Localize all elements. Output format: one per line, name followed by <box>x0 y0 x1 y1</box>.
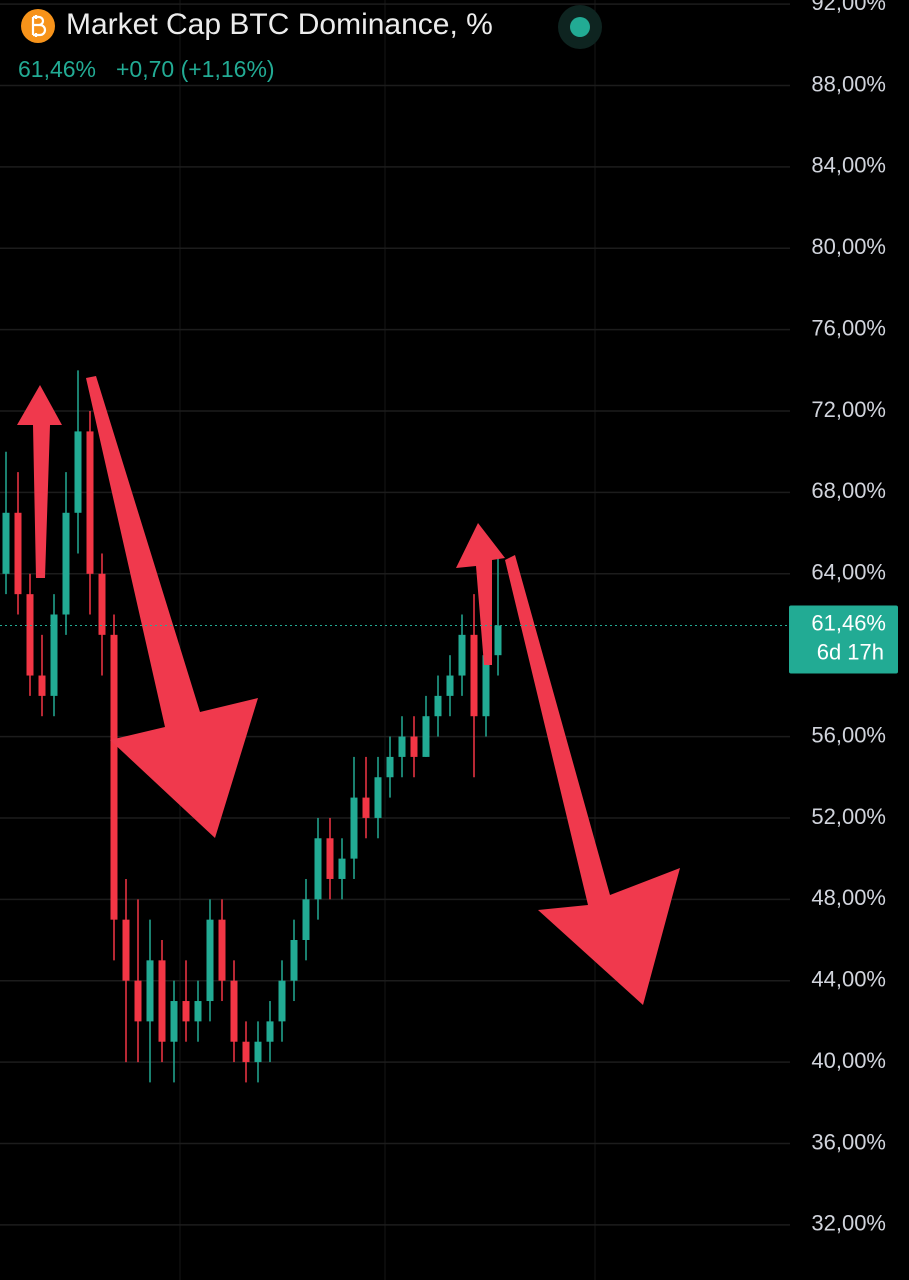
candle-body <box>86 431 94 574</box>
candle-body <box>338 858 346 879</box>
vertical-grid <box>179 0 596 1280</box>
candle-body <box>110 634 118 920</box>
candle-body <box>386 756 394 778</box>
y-tick-label: 88,00% <box>811 71 886 96</box>
candle-body <box>362 797 370 818</box>
candle-body <box>26 594 34 676</box>
candle-body <box>434 695 442 717</box>
arrow-down <box>86 376 258 838</box>
arrow-up <box>456 523 505 665</box>
candle-body <box>206 919 214 1002</box>
candle-body <box>470 634 478 717</box>
change: +0,70 (+1,16%) <box>116 56 275 82</box>
status-dot <box>570 17 590 37</box>
last-value: 61,46% <box>18 56 96 82</box>
candle-body <box>446 675 454 696</box>
candle-body <box>374 777 382 818</box>
y-tick-label: 32,00% <box>811 1211 886 1236</box>
candle-body <box>410 736 418 757</box>
candle-body <box>218 919 226 981</box>
price-tag-box <box>789 605 898 674</box>
grid <box>0 3 790 1226</box>
y-tick-label: 68,00% <box>811 478 886 503</box>
candle-body <box>50 614 58 696</box>
candle-body <box>194 1001 202 1022</box>
candle-body <box>98 573 106 635</box>
y-tick-label: 36,00% <box>811 1129 886 1154</box>
price-tag-value: 61,46% <box>811 610 886 635</box>
y-tick-label: 76,00% <box>811 315 886 340</box>
candle-body <box>158 960 166 1042</box>
candle-body <box>494 625 502 656</box>
candle-body <box>170 1001 178 1042</box>
price-tag-countdown: 6d 17h <box>817 639 884 664</box>
bitcoin-glyph <box>31 15 47 37</box>
y-tick-label: 48,00% <box>811 885 886 910</box>
candle-body <box>302 899 310 941</box>
candle-body <box>122 919 130 981</box>
y-axis: 92,00% 88,00% 84,00% 80,00% 76,00% 72,00% 68,0… <box>811 0 886 1236</box>
candle-body <box>62 512 70 615</box>
arrow-up <box>17 385 62 578</box>
y-tick-label: 56,00% <box>811 722 886 747</box>
y-tick-label: 84,00% <box>811 153 886 178</box>
annotations <box>17 376 680 1005</box>
candle-body <box>278 980 286 1022</box>
candle-body <box>398 736 406 757</box>
chart-title: Market Cap BTC Dominance, % <box>66 8 493 41</box>
candle-body <box>14 512 22 595</box>
header: Market Cap BTC Dominance, % 61,46% +0,70… <box>18 5 602 82</box>
candle-body <box>242 1041 250 1063</box>
candle-body <box>74 431 82 513</box>
candle-body <box>326 838 334 879</box>
candle-body <box>146 960 154 1022</box>
candle-body <box>422 716 430 757</box>
y-tick-label: 80,00% <box>811 234 886 259</box>
candle-body <box>350 797 358 859</box>
y-tick-label: 52,00% <box>811 804 886 829</box>
candle-body <box>482 655 490 717</box>
y-tick-label: 72,00% <box>811 397 886 422</box>
candle-body <box>314 838 322 900</box>
y-tick-label: 44,00% <box>811 967 886 992</box>
y-tick-label: 40,00% <box>811 1048 886 1073</box>
candle-body <box>458 634 466 676</box>
y-tick-label: 92,00% <box>811 0 886 15</box>
arrow-down <box>505 555 680 1005</box>
candle-body <box>266 1021 274 1042</box>
candle-body <box>254 1041 262 1063</box>
candle-body <box>290 940 298 981</box>
y-tick-label: 64,00% <box>811 560 886 585</box>
candle-body <box>230 980 238 1042</box>
candles <box>2 370 502 1083</box>
candle-body <box>134 980 142 1022</box>
candle-body <box>182 1001 190 1022</box>
price-tag: 61,46% 6d 17h <box>0 605 898 674</box>
candle-body <box>2 512 10 574</box>
candle-body <box>38 675 46 696</box>
